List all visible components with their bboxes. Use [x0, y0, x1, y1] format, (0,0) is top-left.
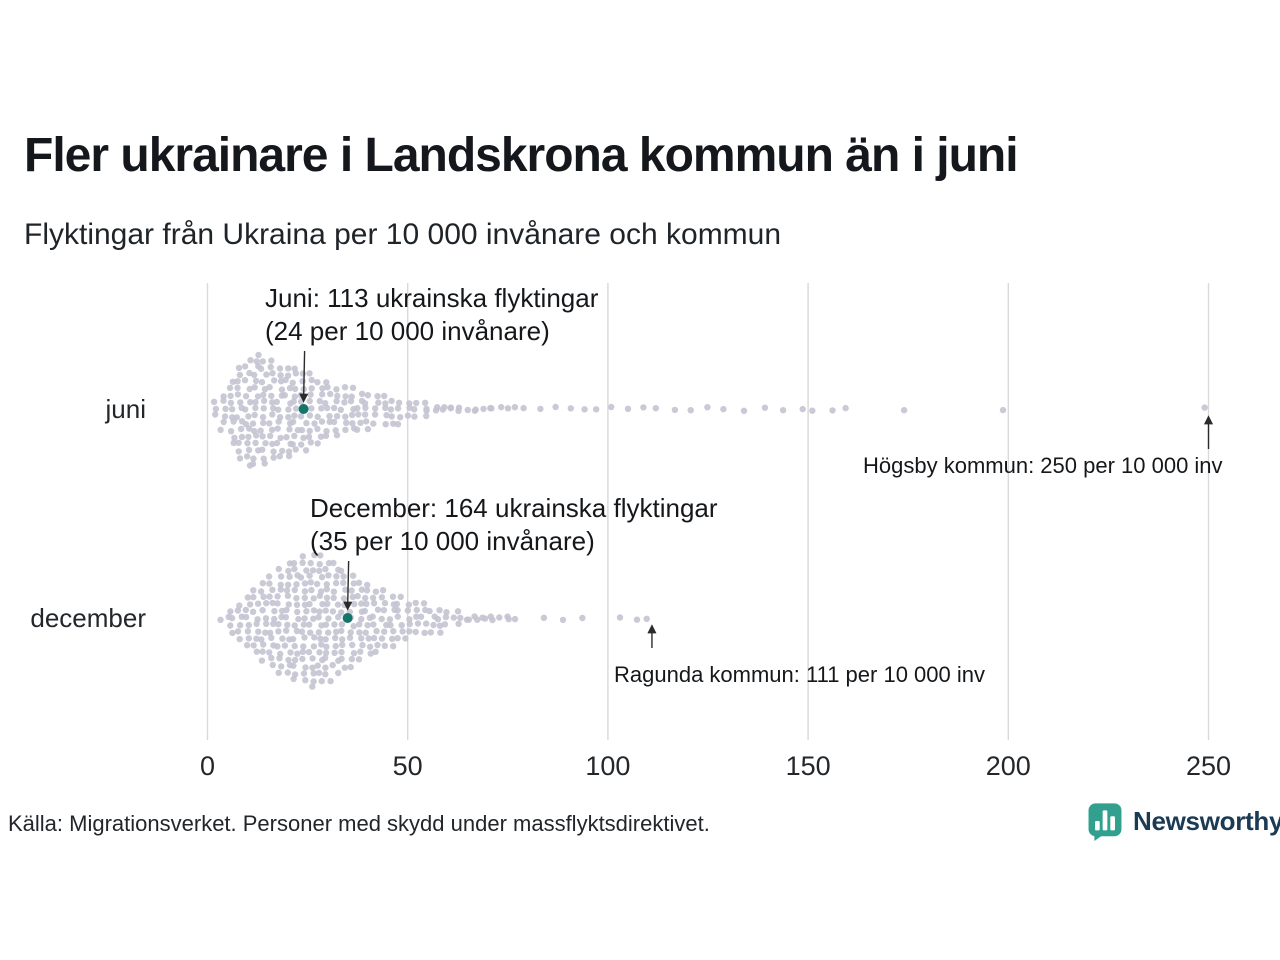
annotation-hogsby: Högsby kommun: 250 per 10 000 inv [863, 453, 1223, 478]
source-note: Källa: Migrationsverket. Personer med sk… [8, 811, 710, 836]
row-label-december: december [30, 603, 146, 633]
annotation-december-line2: (35 per 10 000 invånare) [310, 526, 595, 556]
annotation-juni: Juni: 113 ukrainska flyktingar (24 per 1… [265, 282, 598, 348]
row-label-juni: juni [105, 394, 146, 424]
chart-subtitle: Flyktingar från Ukraina per 10 000 invån… [24, 218, 782, 251]
annotation-december-line1: December: 164 ukrainska flyktingar [310, 493, 718, 523]
x-tick-250: 250 [1185, 751, 1232, 781]
annotation-juni-line1: Juni: 113 ukrainska flyktingar [265, 283, 599, 313]
page-title: Fler ukrainare i Landskrona kommun än i … [24, 129, 1019, 182]
x-tick-50: 50 [392, 751, 423, 781]
annotation-juni-line2: (24 per 10 000 invånare) [265, 316, 550, 346]
brand-name: Newsworthy [1133, 805, 1280, 836]
newsworthy-logo-icon [1086, 801, 1124, 841]
x-tick-0: 0 [199, 751, 216, 781]
brand-lockup: Newsworthy [1086, 801, 1280, 841]
x-tick-100: 100 [585, 751, 631, 781]
annotation-december: December: 164 ukrainska flyktingar (35 p… [310, 492, 718, 558]
x-tick-150: 150 [785, 751, 831, 781]
annotation-ragunda: Ragunda kommun: 111 per 10 000 inv [614, 662, 985, 687]
x-tick-200: 200 [985, 751, 1031, 781]
